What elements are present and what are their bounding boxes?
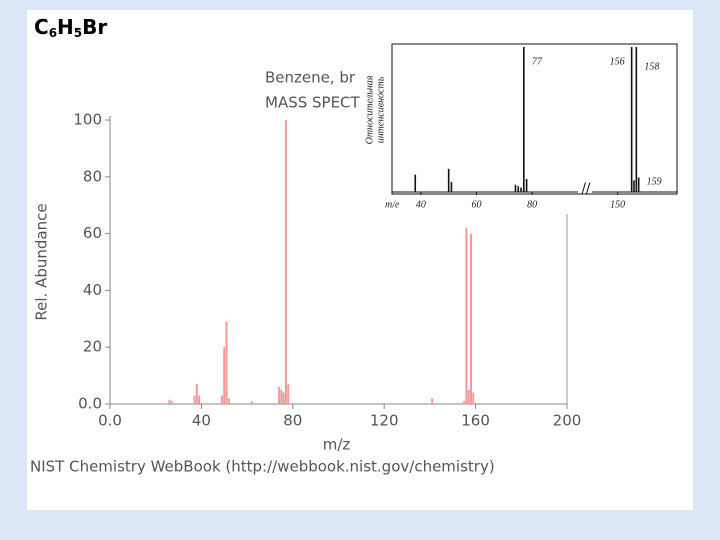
x-tick-label: 40 xyxy=(192,412,211,430)
y-axis-label: интенсивность xyxy=(375,76,386,143)
y-axis-label: Rel. Abundance xyxy=(33,203,51,320)
main-chart: Benzene, br MASS SPECT 0.0 20 40 60 80 100 0.0 40… xyxy=(30,69,581,476)
y-tick-label: 0.0 xyxy=(78,395,102,413)
x-tick-label: 150 xyxy=(610,199,625,210)
chart-title: Benzene, br xyxy=(265,69,356,87)
x-axis-label: m/e xyxy=(385,199,400,210)
peak-label: 159 xyxy=(647,176,662,187)
y-tick-label: 80 xyxy=(83,167,102,185)
x-tick-label: 60 xyxy=(472,199,482,210)
chart-subtitle: MASS SPECT xyxy=(265,94,361,112)
y-tick-label: 100 xyxy=(73,111,102,129)
formula-part: H xyxy=(57,15,74,39)
formula-subscript: 6 xyxy=(49,26,57,40)
axis-break: // xyxy=(582,182,591,197)
formula-part: Br xyxy=(82,15,107,39)
x-tick-label: 80 xyxy=(283,412,302,430)
y-tick-label: 40 xyxy=(83,281,102,299)
y-tick-label: 60 xyxy=(83,224,102,242)
inset-box xyxy=(391,43,678,195)
x-tick-label: 40 xyxy=(416,199,426,210)
x-tick-label: 200 xyxy=(553,412,582,430)
peak-label: 77 xyxy=(532,56,543,67)
x-tick-label: 120 xyxy=(370,412,399,430)
formula-part: C xyxy=(34,15,49,39)
source-note: NIST Chemistry WebBook (http://webbook.n… xyxy=(30,458,495,476)
inset-frame xyxy=(362,44,677,214)
x-tick-label: 160 xyxy=(461,412,490,430)
y-axis-label: Относительная xyxy=(364,75,375,144)
peak-label: 156 xyxy=(610,56,625,67)
inset-chart: // 40 60 80 150 m/e Относительная интенсивность… xyxy=(362,43,678,214)
x-tick-label: 0.0 xyxy=(98,412,122,430)
x-tick-label: 80 xyxy=(527,199,537,210)
peak-label: 158 xyxy=(644,61,659,72)
y-tick-label: 20 xyxy=(83,338,102,356)
slide-title: C6H5Br xyxy=(34,15,107,40)
formula-subscript: 5 xyxy=(74,26,82,40)
x-axis-label: m/z xyxy=(323,436,351,454)
